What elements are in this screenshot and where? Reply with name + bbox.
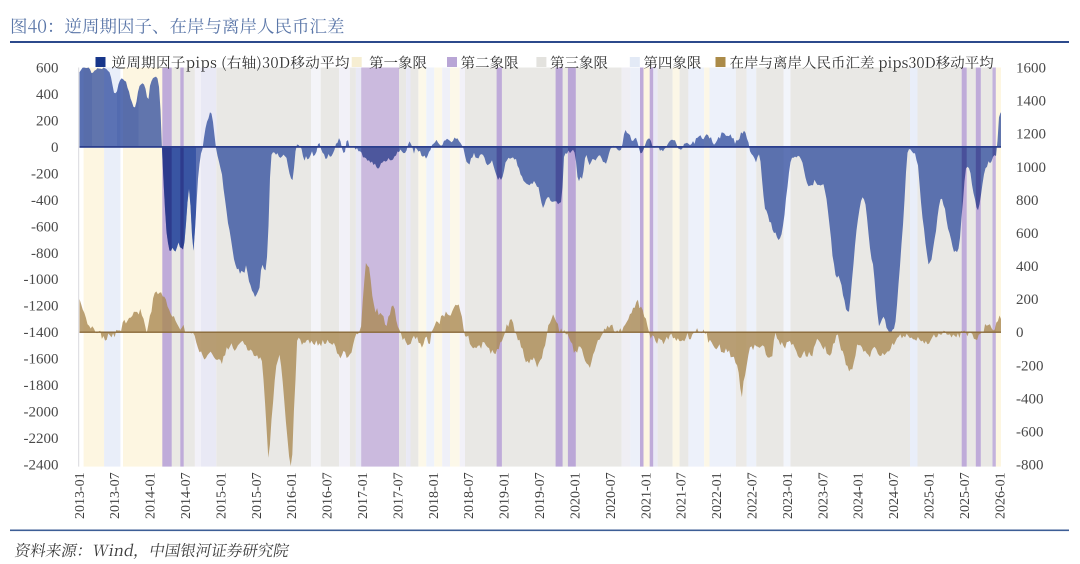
svg-text:2014-01: 2014-01 — [144, 472, 159, 519]
svg-text:0: 0 — [51, 140, 59, 156]
svg-text:1000: 1000 — [1016, 160, 1046, 176]
svg-text:200: 200 — [36, 113, 59, 129]
svg-text:2014-07: 2014-07 — [179, 472, 194, 519]
svg-text:-800: -800 — [1016, 458, 1044, 474]
svg-text:-2200: -2200 — [24, 431, 59, 447]
svg-text:2021-01: 2021-01 — [639, 472, 654, 519]
svg-text:2026-01: 2026-01 — [993, 472, 1008, 519]
svg-text:2024-01: 2024-01 — [852, 472, 867, 519]
svg-text:0: 0 — [1016, 325, 1024, 341]
svg-text:-400: -400 — [1016, 391, 1044, 407]
svg-text:2024-07: 2024-07 — [887, 472, 902, 519]
svg-text:-1400: -1400 — [24, 325, 59, 341]
svg-text:2020-01: 2020-01 — [569, 472, 584, 519]
svg-text:2021-07: 2021-07 — [675, 472, 690, 519]
svg-text:2017-01: 2017-01 — [356, 472, 371, 519]
svg-text:-600: -600 — [31, 219, 59, 235]
svg-text:2018-01: 2018-01 — [427, 472, 442, 519]
svg-text:-1000: -1000 — [24, 272, 59, 288]
svg-text:-800: -800 — [31, 246, 59, 262]
svg-text:2020-07: 2020-07 — [604, 472, 619, 519]
svg-text:2015-07: 2015-07 — [250, 472, 265, 519]
svg-text:1600: 1600 — [1016, 61, 1046, 77]
svg-text:2016-01: 2016-01 — [285, 472, 300, 519]
svg-text:-2400: -2400 — [24, 458, 59, 474]
svg-text:2018-07: 2018-07 — [462, 472, 477, 519]
svg-text:200: 200 — [1016, 292, 1039, 308]
svg-text:2013-01: 2013-01 — [73, 472, 88, 519]
svg-text:-1600: -1600 — [24, 352, 59, 368]
svg-text:2017-07: 2017-07 — [391, 472, 406, 519]
svg-text:2013-07: 2013-07 — [108, 472, 123, 519]
svg-text:2023-07: 2023-07 — [816, 472, 831, 519]
svg-text:-1200: -1200 — [24, 299, 59, 315]
svg-text:800: 800 — [1016, 193, 1039, 209]
svg-text:400: 400 — [1016, 259, 1039, 275]
svg-text:2022-07: 2022-07 — [746, 472, 761, 519]
svg-text:-600: -600 — [1016, 424, 1044, 440]
svg-text:-1800: -1800 — [24, 378, 59, 394]
svg-text:400: 400 — [36, 87, 59, 103]
svg-text:-2000: -2000 — [24, 405, 59, 421]
svg-text:2019-07: 2019-07 — [533, 472, 548, 519]
svg-text:600: 600 — [36, 61, 59, 77]
svg-text:1200: 1200 — [1016, 127, 1046, 143]
svg-text:2025-07: 2025-07 — [958, 472, 973, 519]
svg-text:2023-01: 2023-01 — [781, 472, 796, 519]
svg-text:-200: -200 — [1016, 358, 1044, 374]
svg-text:1400: 1400 — [1016, 94, 1046, 110]
svg-text:600: 600 — [1016, 226, 1039, 242]
svg-text:-400: -400 — [31, 193, 59, 209]
svg-text:2016-07: 2016-07 — [321, 472, 336, 519]
svg-text:-200: -200 — [31, 166, 59, 182]
svg-text:2022-01: 2022-01 — [710, 472, 725, 519]
svg-text:2015-01: 2015-01 — [214, 472, 229, 519]
svg-text:2019-01: 2019-01 — [498, 472, 513, 519]
svg-text:2025-01: 2025-01 — [923, 472, 938, 519]
